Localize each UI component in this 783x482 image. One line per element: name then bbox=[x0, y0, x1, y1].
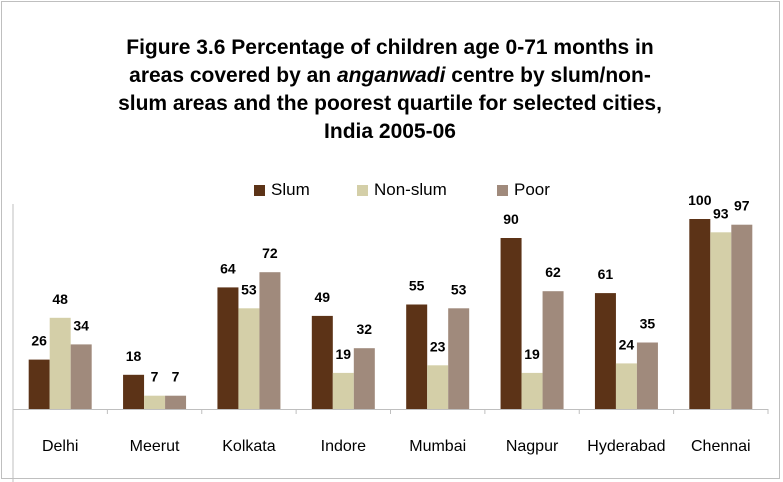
bar-non-slum-hyderabad bbox=[615, 363, 637, 409]
data-label-non-slum-hyderabad: 24 bbox=[619, 336, 635, 352]
data-label-poor-kolkata: 72 bbox=[262, 245, 278, 261]
bar-non-slum-nagpur bbox=[521, 372, 543, 409]
data-label-slum-indore: 49 bbox=[315, 289, 331, 305]
data-label-slum-mumbai: 55 bbox=[409, 278, 425, 294]
category-label-nagpur: Nagpur bbox=[506, 438, 559, 455]
title-line-2-pre: areas covered by an bbox=[129, 64, 337, 87]
legend-label-slum: Slum bbox=[271, 180, 310, 199]
data-label-non-slum-delhi: 48 bbox=[52, 291, 68, 307]
data-label-poor-nagpur: 62 bbox=[545, 264, 561, 280]
category-label-chennai: Chennai bbox=[691, 438, 751, 455]
legend-item-slum: Slum bbox=[254, 180, 310, 200]
data-label-slum-delhi: 26 bbox=[31, 333, 47, 349]
data-label-slum-chennai: 100 bbox=[688, 192, 712, 208]
bar-slum-nagpur bbox=[500, 238, 522, 409]
legend-item-non-slum: Non-slum bbox=[357, 180, 447, 200]
data-label-poor-meerut: 7 bbox=[172, 369, 180, 385]
legend-item-poor: Poor bbox=[497, 180, 550, 200]
data-label-poor-mumbai: 53 bbox=[451, 281, 467, 297]
category-label-mumbai: Mumbai bbox=[409, 438, 466, 455]
bar-poor-nagpur bbox=[542, 291, 564, 409]
category-label-indore: Indore bbox=[321, 438, 366, 455]
chart-title: Figure 3.6 Percentage of children age 0-… bbox=[60, 34, 720, 146]
data-label-poor-delhi: 34 bbox=[73, 317, 89, 333]
data-label-non-slum-chennai: 93 bbox=[713, 205, 729, 221]
data-label-poor-chennai: 97 bbox=[734, 198, 750, 214]
bar-poor-chennai bbox=[731, 224, 753, 409]
legend-swatch-poor bbox=[497, 184, 508, 196]
bar-slum-indore bbox=[311, 315, 333, 409]
bar-poor-kolkata bbox=[259, 272, 281, 409]
data-label-non-slum-nagpur: 19 bbox=[524, 346, 540, 362]
category-label-kolkata: Kolkata bbox=[222, 438, 275, 455]
data-label-non-slum-meerut: 7 bbox=[151, 369, 159, 385]
bar-slum-delhi bbox=[28, 359, 50, 409]
data-label-poor-hyderabad: 35 bbox=[640, 316, 656, 332]
bar-poor-meerut bbox=[165, 395, 187, 409]
bar-non-slum-kolkata bbox=[238, 308, 260, 409]
bar-poor-mumbai bbox=[448, 308, 470, 409]
bar-non-slum-indore bbox=[332, 372, 354, 409]
bar-non-slum-meerut bbox=[144, 395, 166, 409]
legend-label-poor: Poor bbox=[514, 180, 550, 199]
category-label-delhi: Delhi bbox=[42, 438, 78, 455]
legend-swatch-slum bbox=[254, 184, 265, 196]
title-line-2: areas covered by an anganwadi centre by … bbox=[60, 62, 720, 90]
data-label-slum-hyderabad: 61 bbox=[598, 266, 614, 282]
bar-poor-indore bbox=[353, 348, 375, 409]
legend: Slum Non-slum Poor bbox=[0, 180, 783, 204]
legend-swatch-non-slum bbox=[357, 184, 368, 196]
bar-poor-hyderabad bbox=[636, 342, 658, 409]
data-label-non-slum-mumbai: 23 bbox=[430, 338, 446, 354]
data-label-poor-indore: 32 bbox=[357, 321, 373, 337]
bar-non-slum-mumbai bbox=[427, 365, 449, 409]
data-label-slum-meerut: 18 bbox=[126, 348, 142, 364]
data-label-slum-kolkata: 64 bbox=[220, 260, 236, 276]
bar-slum-hyderabad bbox=[594, 293, 616, 409]
title-line-1: Figure 3.6 Percentage of children age 0-… bbox=[126, 36, 654, 59]
title-line-2-italic: anganwadi bbox=[336, 64, 446, 87]
category-label-meerut: Meerut bbox=[130, 438, 180, 455]
bar-non-slum-chennai bbox=[710, 232, 732, 409]
bar-slum-chennai bbox=[689, 219, 711, 409]
bar-slum-meerut bbox=[123, 374, 145, 409]
title-line-2-post: centre by slum/non- bbox=[445, 64, 651, 87]
bar-poor-delhi bbox=[70, 344, 92, 409]
data-label-non-slum-kolkata: 53 bbox=[241, 281, 257, 297]
title-line-3: slum areas and the poorest quartile for … bbox=[118, 92, 662, 115]
title-line-4: India 2005-06 bbox=[324, 120, 456, 143]
data-label-non-slum-indore: 19 bbox=[336, 346, 352, 362]
bar-slum-kolkata bbox=[217, 287, 239, 409]
data-label-slum-nagpur: 90 bbox=[503, 211, 519, 227]
bar-slum-mumbai bbox=[406, 304, 428, 409]
bar-non-slum-delhi bbox=[49, 317, 71, 409]
legend-label-non-slum: Non-slum bbox=[374, 180, 447, 199]
category-label-hyderabad: Hyderabad bbox=[587, 438, 665, 455]
